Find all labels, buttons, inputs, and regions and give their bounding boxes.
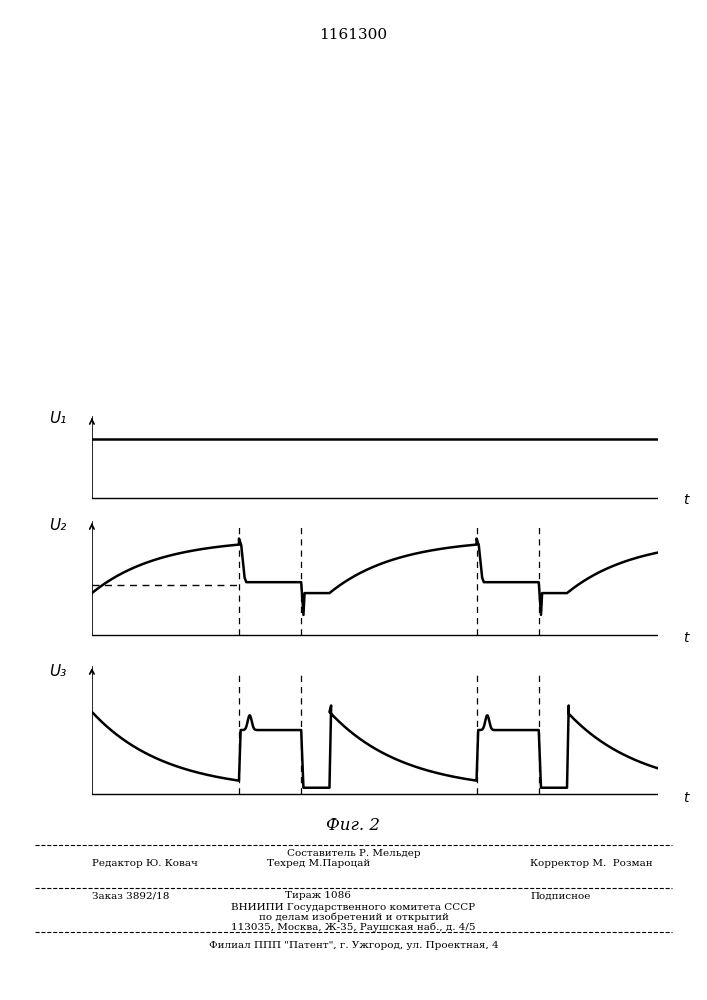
Text: U₃: U₃ (49, 664, 66, 679)
Text: t: t (683, 493, 689, 507)
Text: Подписное: Подписное (530, 892, 590, 900)
Text: Составитель Р. Мельдер: Составитель Р. Мельдер (286, 848, 421, 857)
Text: Корректор М.  Розман: Корректор М. Розман (530, 859, 653, 868)
Text: t: t (683, 631, 689, 645)
Text: 113035, Москва, Ж-35, Раушская наб., д. 4/5: 113035, Москва, Ж-35, Раушская наб., д. … (231, 922, 476, 932)
Text: Тираж 1086: Тираж 1086 (285, 892, 351, 900)
Text: Фиг. 2: Фиг. 2 (327, 816, 380, 834)
Text: по делам изобретений и открытий: по делам изобретений и открытий (259, 912, 448, 922)
Text: U₁: U₁ (49, 411, 66, 426)
Text: Филиал ППП "Патент", г. Ужгород, ул. Проектная, 4: Филиал ППП "Патент", г. Ужгород, ул. Про… (209, 940, 498, 950)
Text: ВНИИПИ Государственного комитета СССР: ВНИИПИ Государственного комитета СССР (231, 902, 476, 912)
Text: Редактор Ю. Ковач: Редактор Ю. Ковач (92, 859, 198, 868)
Text: 1161300: 1161300 (320, 28, 387, 42)
Text: t: t (683, 791, 689, 805)
Text: U₂: U₂ (49, 518, 66, 533)
Text: Техред М.Пароцай: Техред М.Пароцай (267, 859, 370, 868)
Text: Заказ 3892/18: Заказ 3892/18 (92, 892, 169, 900)
